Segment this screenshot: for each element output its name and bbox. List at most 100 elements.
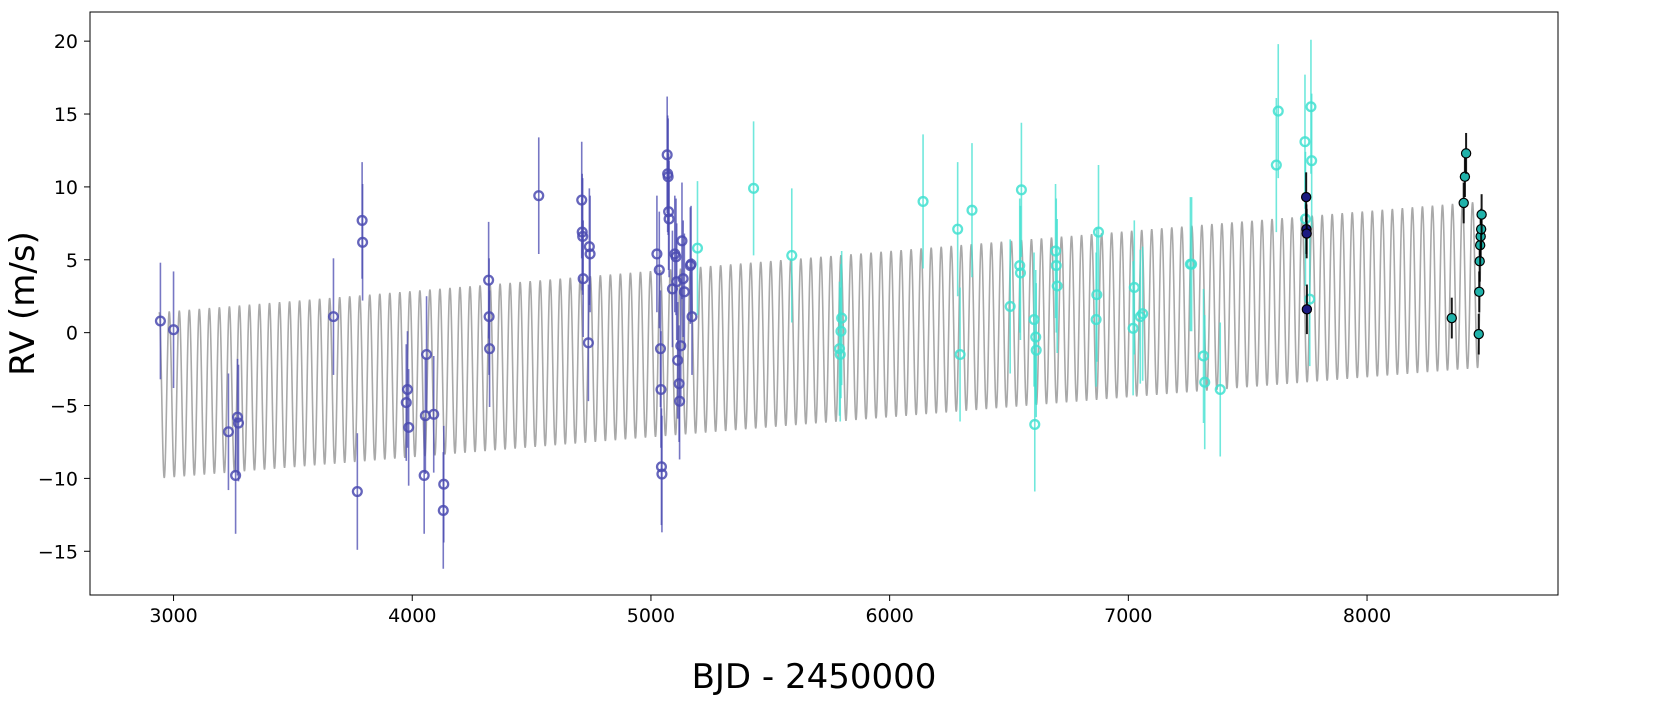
data-point [1458, 197, 1469, 209]
series-2 [691, 39, 1318, 492]
data-point [584, 248, 596, 260]
data-point [1199, 376, 1211, 388]
y-tick-label: 20 [54, 31, 78, 53]
data-point [651, 248, 663, 260]
data-point [484, 343, 496, 355]
model-curve [158, 202, 1483, 479]
y-tick-label: 15 [54, 104, 78, 126]
data-point [421, 348, 433, 361]
data-point [231, 411, 244, 423]
x-tick-label: 4000 [388, 605, 436, 627]
data-point [1030, 344, 1042, 356]
data-point [1214, 383, 1226, 396]
data-point [1015, 184, 1027, 196]
data-point [351, 485, 363, 498]
data-point [1446, 312, 1457, 324]
data-point [676, 235, 688, 247]
model-curve-layer [158, 202, 1483, 479]
y-axis-ticks: −15 −10 −5 0 5 10 15 20 [38, 31, 90, 563]
plot-area-frame [89, 11, 1559, 596]
x-axis-label: BJD - 2450000 [692, 657, 937, 697]
data-points-layer [154, 39, 1487, 569]
data-point [653, 264, 665, 276]
data-point [401, 383, 414, 396]
y-tick-label: 10 [54, 177, 78, 199]
data-point [685, 258, 697, 270]
data-point [533, 190, 545, 202]
data-point [1050, 260, 1062, 272]
x-tick-label: 7000 [1104, 605, 1152, 627]
x-tick-label: 3000 [149, 605, 197, 627]
data-point [438, 478, 450, 490]
data-point [577, 273, 589, 285]
data-point [691, 242, 704, 254]
data-point [154, 315, 166, 327]
data-point [748, 182, 760, 194]
data-point [836, 312, 848, 324]
data-point [786, 249, 798, 261]
data-point [1272, 105, 1284, 117]
series-4 [1446, 132, 1487, 355]
data-point [1014, 267, 1026, 279]
y-axis-label: RV (m/s) [3, 231, 43, 376]
data-point [686, 311, 698, 323]
data-point [1306, 155, 1318, 167]
data-point [677, 273, 689, 285]
y-tick-label: −5 [50, 396, 78, 418]
data-point [1137, 308, 1149, 320]
data-point [1197, 350, 1210, 362]
data-point [582, 337, 594, 349]
data-point [966, 204, 978, 216]
data-point [1473, 328, 1484, 340]
series-1 [154, 96, 698, 569]
y-tick-label: 5 [66, 250, 78, 272]
data-point [1029, 418, 1041, 431]
data-point [230, 469, 242, 482]
data-point [400, 397, 412, 409]
x-axis-ticks: 3000 4000 5000 6000 7000 8000 [149, 595, 1391, 627]
data-point [232, 417, 245, 429]
data-point [1127, 322, 1139, 334]
data-point [167, 324, 180, 336]
data-point [1092, 226, 1105, 238]
data-point [1004, 300, 1016, 312]
data-point [1091, 289, 1103, 301]
x-tick-label: 8000 [1343, 605, 1391, 627]
data-point [675, 340, 687, 352]
data-point [1128, 281, 1140, 294]
y-tick-label: −10 [38, 468, 78, 490]
data-point [357, 236, 369, 248]
data-point [222, 426, 234, 438]
data-point [917, 195, 929, 208]
y-tick-label: 0 [66, 323, 78, 345]
data-point [1459, 171, 1471, 182]
x-tick-label: 6000 [865, 605, 913, 627]
data-point [952, 223, 964, 235]
data-point [678, 286, 690, 298]
data-point [1270, 159, 1282, 171]
data-point [1476, 209, 1487, 220]
data-point [1300, 191, 1312, 203]
data-point [1028, 313, 1040, 326]
data-point [656, 468, 668, 480]
data-point [674, 395, 686, 407]
data-point [655, 383, 667, 396]
data-point [1186, 258, 1198, 270]
data-point [1301, 228, 1312, 239]
data-point [1474, 286, 1485, 298]
data-point [327, 311, 340, 323]
data-point [663, 213, 675, 225]
data-point [1299, 136, 1311, 148]
data-point [418, 469, 430, 482]
data-point [428, 408, 440, 420]
data-point [954, 348, 966, 361]
data-point [1460, 148, 1472, 159]
x-tick-label: 5000 [627, 605, 675, 627]
y-tick-label: −15 [38, 541, 78, 563]
data-point [672, 354, 684, 366]
data-point [1051, 280, 1063, 292]
data-point [1304, 293, 1316, 305]
data-point [403, 421, 415, 433]
